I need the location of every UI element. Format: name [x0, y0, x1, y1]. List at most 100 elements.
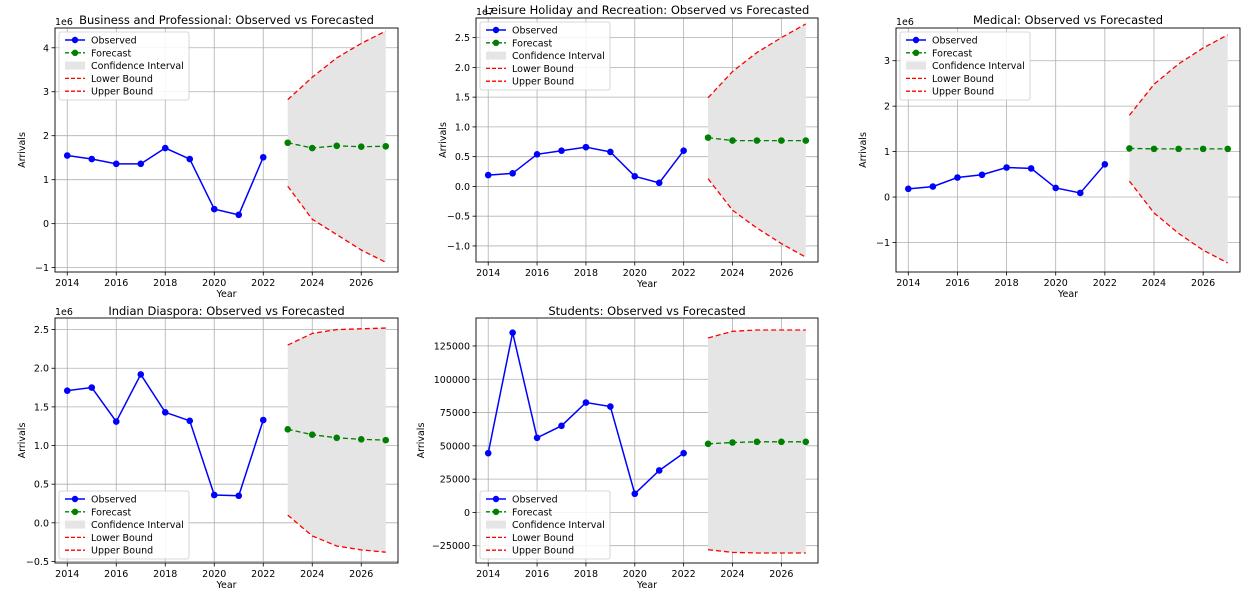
observed-point	[235, 211, 243, 219]
observed-point	[63, 387, 71, 394]
y-tick-label: 2	[43, 131, 49, 142]
legend-box	[899, 31, 1031, 101]
chart-title: Business and Professional: Observed vs F…	[79, 13, 374, 27]
legend-forecast-marker	[912, 49, 920, 56]
observed-point	[1027, 165, 1035, 172]
legend-forecast-marker	[71, 49, 79, 56]
chart-panel-1: 2014 2016 2018 2020 2022 2024 2026 −1 0 1 2 3 4 1e6 Bu…	[17, 13, 399, 300]
observed-point	[1101, 161, 1109, 168]
legend-box	[479, 21, 611, 91]
legend-observed-marker	[912, 36, 920, 44]
y-tick-label: −25000	[432, 541, 470, 552]
x-axis-label: Year	[636, 580, 657, 591]
y-tick-label: 1.5	[455, 93, 470, 104]
forecast-point	[753, 137, 761, 144]
axes-frame	[475, 17, 819, 263]
observed-point	[112, 160, 120, 168]
chart-panel-5: 2014 2016 2018 2020 2022 2024 2026 −25000 0 25000…	[416, 304, 819, 591]
y-tick-label: 0	[464, 508, 470, 519]
legend-label: Lower Bound	[512, 533, 574, 544]
y-tick-label: 75000	[440, 408, 470, 419]
observed-point	[137, 371, 145, 378]
y-tick-label: 50000	[440, 441, 470, 452]
x-tick-label: 2024	[1142, 278, 1166, 289]
observed-point	[558, 147, 565, 155]
y-tick-label: 0.0	[34, 518, 49, 529]
observed-point	[235, 492, 243, 500]
y-tick-label: 0.5	[34, 480, 49, 491]
observed-point	[210, 491, 218, 499]
x-axis-label: Year	[215, 580, 236, 591]
y-tick-label: −0.5	[26, 557, 49, 568]
y-tick-label: 100000	[434, 375, 470, 386]
forecast-point	[778, 438, 785, 446]
x-tick-label: 2018	[994, 278, 1018, 289]
forecast-point	[284, 425, 292, 433]
y-tick-label: 2.5	[455, 33, 470, 44]
x-tick-label: 2016	[525, 569, 549, 580]
x-tick-label: 2016	[945, 278, 969, 289]
axes-frame	[895, 27, 1241, 273]
forecast-point	[1224, 145, 1232, 153]
x-tick-label: 2020	[1044, 278, 1068, 289]
x-tick-label: 2016	[525, 268, 549, 279]
lower-bound-line	[287, 185, 387, 263]
observed-point	[1076, 189, 1084, 197]
observed-point	[680, 449, 687, 457]
legend-ci-swatch	[65, 61, 85, 70]
observed-point	[88, 384, 96, 391]
x-tick-label: 2024	[720, 268, 744, 279]
chart-title: Indian Diaspora: Observed vs Forecasted	[108, 304, 344, 318]
legend-label: Confidence Interval	[91, 61, 184, 72]
upper-bound-line	[707, 329, 806, 339]
forecast-point	[308, 431, 316, 439]
legend-label: Lower Bound	[91, 74, 153, 85]
chart-title: Students: Observed vs Forecasted	[548, 304, 745, 318]
observed-point	[259, 416, 267, 424]
forecast-point	[333, 434, 341, 442]
y-tick-label: −1.0	[447, 241, 470, 252]
y-tick-label: 25000	[440, 475, 470, 486]
x-axis-label: Year	[215, 289, 236, 300]
legend-box	[58, 490, 190, 560]
y-tick-label: 3	[884, 56, 890, 67]
y-tick-label: 2.5	[34, 325, 49, 336]
observed-point	[210, 205, 218, 213]
y-tick-label: 1.5	[34, 402, 49, 413]
x-tick-label: 2018	[153, 569, 177, 580]
y-tick-label: 1	[43, 175, 49, 186]
chart-title: Medical: Observed vs Forecasted	[973, 13, 1163, 27]
x-tick-label: 2022	[1093, 278, 1117, 289]
legend-label: Lower Bound	[512, 64, 574, 75]
forecast-point	[284, 139, 292, 147]
y-tick-label: 1.0	[455, 122, 470, 133]
observed-point	[484, 449, 492, 457]
lower-bound-line	[707, 178, 807, 258]
chart-panel-4: 2014 2016 2018 2020 2022 2024 2026 −0.5 0.0 0.5 1.…	[17, 304, 399, 591]
observed-point	[954, 174, 961, 181]
forecast-point	[729, 137, 736, 144]
x-tick-label: 2022	[672, 268, 696, 279]
legend-label: Observed	[512, 495, 558, 506]
axis-scale-label: 1e7	[476, 7, 494, 18]
observed-point	[509, 329, 516, 336]
y-tick-label: 2.0	[34, 364, 49, 375]
legend-forecast-marker	[492, 508, 500, 515]
x-tick-label: 2020	[623, 569, 647, 580]
observed-point	[186, 417, 194, 425]
forecast-point	[704, 440, 712, 448]
observed-point	[533, 150, 541, 158]
observed-point	[112, 418, 120, 425]
x-tick-label: 2018	[153, 278, 177, 289]
x-tick-label: 2014	[476, 569, 500, 580]
x-tick-label: 2026	[1191, 278, 1215, 289]
legend-label: Lower Bound	[932, 74, 994, 85]
plot-data	[63, 30, 390, 263]
upper-bound-line	[287, 327, 386, 346]
y-tick-label: 1.0	[34, 441, 49, 452]
x-tick-label: 2018	[574, 268, 598, 279]
x-tick-label: 2016	[104, 569, 128, 580]
legend-observed-marker	[492, 495, 500, 503]
